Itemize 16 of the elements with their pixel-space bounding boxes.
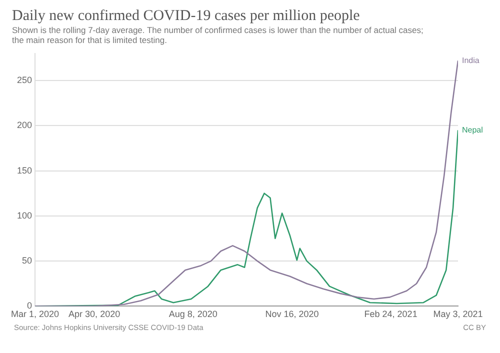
x-tick-label: May 3, 2021 (433, 309, 483, 320)
y-tick-label: 0 (27, 301, 32, 312)
x-tick-label: Apr 30, 2020 (68, 309, 120, 320)
series-label: India (462, 56, 480, 66)
series-label: Nepal (462, 126, 484, 135)
chart-subtitle: Shown is the rolling 7-day average. The number of confirmed cases is lower than the number of actual cases; the main reason for that is limited testing. (11, 25, 424, 46)
x-tick-label: Aug 8, 2020 (168, 309, 218, 320)
x-tick-label: Mar 1, 2020 (11, 309, 60, 320)
y-tick-label: 150 (16, 166, 32, 176)
y-tick-label: 250 (16, 75, 32, 86)
x-tick-label: Feb 24, 2021 (364, 309, 418, 320)
y-tick-label: 50 (22, 256, 32, 266)
y-tick-label: 100 (16, 210, 32, 221)
x-tick-label: Nov 16, 2020 (265, 309, 319, 320)
y-tick-label: 200 (16, 120, 32, 130)
chart-title: Daily new confirmed COVID-19 cases per million people (11, 8, 361, 25)
